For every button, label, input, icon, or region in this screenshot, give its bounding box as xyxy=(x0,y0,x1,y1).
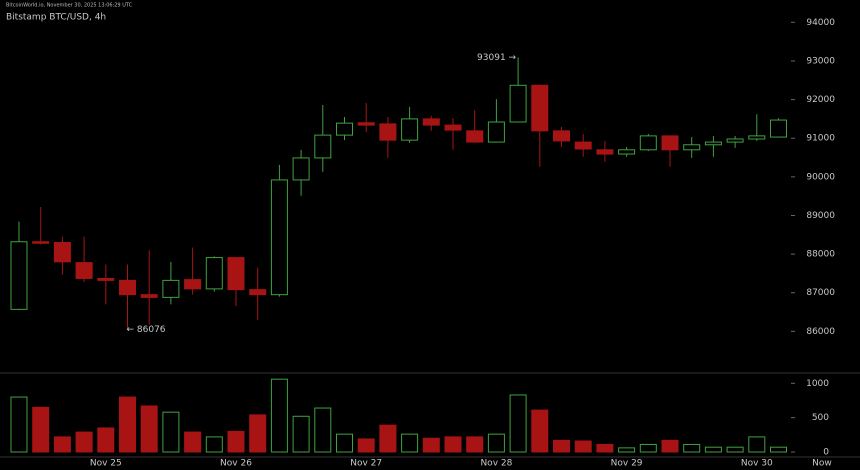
volume-bar xyxy=(466,436,484,453)
volume-bar xyxy=(553,439,570,453)
volume-bar xyxy=(683,443,701,453)
volume-bar xyxy=(726,446,744,453)
y-tick-label: 89000 xyxy=(806,211,835,221)
candle-body xyxy=(357,122,375,126)
candle-body xyxy=(75,262,93,279)
volume-bar xyxy=(140,405,158,453)
now-label: Now xyxy=(812,459,832,469)
chart-title: Bitstamp BTC/USD, 4h xyxy=(6,13,106,23)
candle-body xyxy=(770,119,787,138)
volume-bar xyxy=(618,447,636,453)
candle-body xyxy=(509,84,527,123)
candle-body xyxy=(487,121,505,143)
x-tick-label: Nov 27 xyxy=(350,459,382,469)
volume-bar xyxy=(401,433,419,453)
volume-bar xyxy=(770,446,787,453)
y-tick-label: 87000 xyxy=(806,288,835,298)
candle-body xyxy=(704,141,722,146)
volume-bar xyxy=(379,424,397,453)
candle-body xyxy=(379,123,397,141)
volume-bar xyxy=(444,436,462,453)
volume-bar xyxy=(249,414,267,453)
annotation: ← 86076 xyxy=(127,325,166,335)
volume-bar xyxy=(53,436,71,453)
volume-bar xyxy=(357,438,375,453)
candle-body xyxy=(119,279,136,296)
volume-bar xyxy=(227,430,245,453)
volume-bar xyxy=(748,436,766,453)
volume-bar xyxy=(336,433,353,453)
volume-bar xyxy=(184,431,202,453)
candle-body xyxy=(661,135,679,151)
y-tick-label: 93000 xyxy=(806,56,835,66)
candle-body xyxy=(270,179,288,296)
volume-bar xyxy=(422,437,440,453)
candle-body xyxy=(227,257,245,291)
candle-body xyxy=(249,289,267,296)
y-tick-label: 88000 xyxy=(806,250,835,260)
candle-body xyxy=(639,135,657,151)
volume-bar xyxy=(292,415,310,453)
volume-bar xyxy=(162,411,180,453)
y-tick-label: 91000 xyxy=(806,134,835,144)
candle-body xyxy=(32,241,50,244)
volume-bar xyxy=(10,396,28,453)
candle-body xyxy=(422,118,440,126)
volume-bar xyxy=(509,394,527,453)
candle-body xyxy=(336,122,353,136)
candle-body xyxy=(53,242,71,263)
candle-body xyxy=(748,135,766,140)
volume-bar xyxy=(661,439,679,453)
candle-body xyxy=(184,279,202,290)
volume-bar xyxy=(205,436,223,453)
candle-body xyxy=(444,124,462,131)
volume-bar xyxy=(119,396,136,453)
volume-bar xyxy=(97,427,115,453)
volume-bar xyxy=(574,440,592,453)
y-tick-label: 86000 xyxy=(806,327,835,337)
volume-bar xyxy=(704,446,722,453)
watermark: BitcoinWorld.io, November 30, 2025 13:06… xyxy=(6,3,133,9)
y-tick-label: 92000 xyxy=(806,95,835,105)
candle-body xyxy=(466,130,484,143)
candle-body xyxy=(683,144,701,151)
candle-body xyxy=(10,241,28,310)
volume-tick-label: 500 xyxy=(812,413,829,423)
candle-body xyxy=(140,294,158,298)
candle-body xyxy=(314,134,332,159)
candle-body xyxy=(574,141,592,150)
volume-bar xyxy=(32,406,50,453)
candle-body xyxy=(531,84,549,132)
y-tick-label: 90000 xyxy=(806,172,835,182)
candle-body xyxy=(726,138,744,143)
candle-body xyxy=(162,279,180,298)
candle-body xyxy=(596,149,614,155)
volume-bar xyxy=(487,433,505,453)
volume-tick-label: 1000 xyxy=(806,379,829,389)
volume-bar xyxy=(639,443,657,453)
volume-bar xyxy=(75,431,93,453)
candle-body xyxy=(618,149,636,155)
candle-body xyxy=(553,130,570,142)
candle-body xyxy=(401,118,419,141)
candle-body xyxy=(205,257,223,290)
candle-body xyxy=(97,277,115,281)
volume-bar xyxy=(596,443,614,453)
x-tick-label: Nov 28 xyxy=(480,459,512,469)
x-tick-label: Nov 29 xyxy=(611,459,643,469)
volume-bar xyxy=(270,378,288,453)
volume-bar xyxy=(531,409,549,453)
candle-body xyxy=(292,157,310,181)
x-tick-label: Nov 26 xyxy=(220,459,252,469)
x-tick-label: Nov 25 xyxy=(90,459,122,469)
volume-bar xyxy=(314,407,332,453)
x-tick-label: Nov 30 xyxy=(741,459,773,469)
volume-tick-label: 0 xyxy=(823,448,829,458)
annotation: 93091 → xyxy=(477,53,516,63)
y-tick-label: 94000 xyxy=(806,18,835,28)
